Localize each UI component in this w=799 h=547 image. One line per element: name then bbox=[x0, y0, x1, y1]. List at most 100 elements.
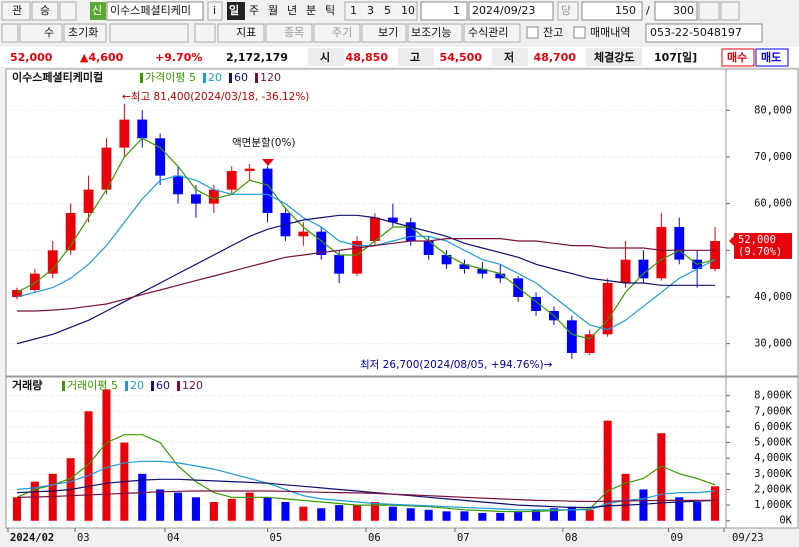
account-input[interactable] bbox=[645, 23, 763, 43]
sell-btn[interactable] bbox=[755, 48, 789, 67]
date-input[interactable] bbox=[468, 1, 554, 21]
label-cell bbox=[308, 48, 344, 66]
annotation: 액면분할(0%) bbox=[232, 137, 296, 149]
volume-bar bbox=[353, 505, 362, 521]
input-value: 1 bbox=[453, 4, 460, 17]
period[interactable]: 1 bbox=[350, 4, 357, 17]
x-tick-label: 04 bbox=[167, 532, 180, 544]
btn[interactable] bbox=[207, 1, 223, 21]
candle-body bbox=[316, 231, 327, 255]
volume-bar bbox=[585, 509, 594, 521]
period[interactable]: 주 bbox=[249, 4, 259, 17]
btn[interactable] bbox=[63, 23, 107, 43]
volume-bar bbox=[156, 489, 165, 521]
volume-bar bbox=[675, 497, 684, 521]
stock-input[interactable] bbox=[106, 1, 204, 21]
checkbox[interactable] bbox=[526, 26, 539, 39]
legend-label: 거래이평 5 bbox=[67, 379, 118, 392]
btn-label: 수 bbox=[44, 26, 54, 39]
panel-title: 이수스페셜티케미컬 bbox=[12, 70, 103, 84]
y-tick-label: 70,000 bbox=[754, 151, 792, 163]
buy-btn[interactable] bbox=[721, 48, 755, 67]
btn[interactable] bbox=[31, 1, 59, 21]
spinner[interactable] bbox=[59, 1, 77, 21]
x-tick-label: 09/23 bbox=[732, 532, 764, 544]
volume: 2,172,179 bbox=[226, 51, 288, 64]
y-tick-label: 6,000K bbox=[754, 421, 793, 433]
btn-label: 당 bbox=[561, 4, 571, 17]
btn[interactable] bbox=[1, 1, 31, 21]
btn[interactable] bbox=[407, 23, 463, 43]
input[interactable] bbox=[581, 1, 643, 21]
y-tick-label: 30,000 bbox=[754, 338, 792, 350]
volume-bar bbox=[442, 511, 451, 521]
period[interactable]: 월 bbox=[268, 4, 278, 17]
candle-body bbox=[262, 168, 273, 213]
change: ▲4,600 bbox=[80, 51, 124, 64]
candle-body bbox=[387, 217, 398, 223]
checkbox[interactable] bbox=[573, 26, 586, 39]
candle-body bbox=[352, 240, 362, 274]
btn[interactable] bbox=[217, 23, 265, 43]
btn-label: 주기 bbox=[332, 26, 352, 39]
info-bar-texts: 52,000 ▲4,600 +9.70% 2,172,179 시 48,850 … bbox=[10, 48, 789, 67]
candle-body bbox=[137, 119, 148, 139]
volume-bar bbox=[227, 498, 236, 521]
candle-body bbox=[208, 189, 219, 204]
candle-body bbox=[370, 217, 380, 241]
y-tick-label: 5,000K bbox=[754, 437, 793, 449]
sep: / bbox=[646, 4, 650, 17]
checkbox-label: 잔고 bbox=[543, 26, 563, 39]
y-tick-label: 1,000K bbox=[754, 499, 793, 511]
btn-group[interactable] bbox=[109, 23, 189, 43]
low: 48,700 bbox=[534, 51, 577, 64]
btn[interactable] bbox=[19, 23, 63, 43]
period[interactable]: 년 bbox=[287, 4, 297, 17]
btn-label: 수식관리 bbox=[468, 26, 508, 39]
y-tick-label: 60,000 bbox=[754, 198, 792, 210]
candle-body bbox=[191, 194, 201, 204]
volume-bar bbox=[281, 501, 290, 521]
candle-body bbox=[531, 296, 541, 311]
y-tick-label: 7,000K bbox=[754, 405, 793, 417]
candle-body bbox=[334, 254, 345, 274]
btn[interactable] bbox=[698, 1, 720, 21]
input[interactable] bbox=[654, 1, 698, 21]
y-tick-label: 3,000K bbox=[754, 468, 793, 480]
volume-bar bbox=[549, 508, 558, 521]
y-tick-label: 0K bbox=[779, 515, 792, 527]
period[interactable]: 10 bbox=[401, 4, 415, 17]
btn[interactable] bbox=[463, 23, 521, 43]
btn[interactable] bbox=[265, 23, 313, 43]
candle-body bbox=[244, 168, 255, 171]
btn[interactable] bbox=[194, 23, 216, 43]
volume-bar bbox=[370, 501, 379, 521]
period[interactable]: 3 bbox=[367, 4, 374, 17]
candle-body bbox=[405, 222, 416, 241]
btn[interactable] bbox=[313, 23, 361, 43]
ma-line bbox=[17, 238, 716, 312]
btn-group[interactable] bbox=[344, 1, 418, 21]
btn[interactable] bbox=[1, 23, 19, 43]
btn[interactable] bbox=[361, 23, 407, 43]
period[interactable]: 분 bbox=[306, 4, 316, 17]
label: 시 bbox=[320, 51, 330, 64]
volume-bar bbox=[299, 506, 308, 521]
label-cell bbox=[398, 48, 434, 66]
volume-bar bbox=[335, 505, 344, 521]
btn-label: 관 bbox=[12, 4, 22, 17]
btn-active[interactable] bbox=[227, 2, 245, 20]
period[interactable]: 5 bbox=[384, 4, 391, 17]
period[interactable]: 틱 bbox=[325, 4, 335, 17]
btn[interactable] bbox=[557, 1, 579, 21]
btn-label: 신 bbox=[92, 4, 102, 17]
legend-label: 60 bbox=[234, 71, 248, 84]
btn[interactable] bbox=[720, 1, 740, 21]
btn-label: 지표 bbox=[236, 26, 256, 39]
legend-swatch bbox=[202, 73, 206, 83]
btn[interactable] bbox=[90, 2, 106, 20]
ma-line bbox=[16, 137, 716, 340]
input[interactable] bbox=[420, 1, 468, 21]
open: 48,850 bbox=[346, 51, 389, 64]
